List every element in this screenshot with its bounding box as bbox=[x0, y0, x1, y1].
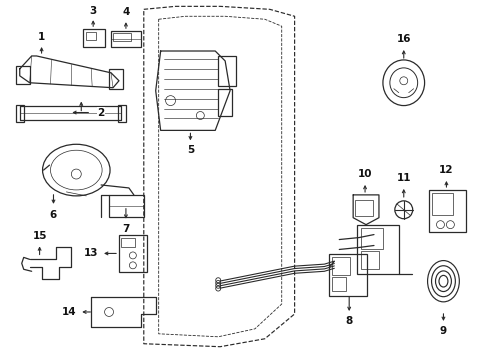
Bar bbox=[332, 277, 346, 291]
Bar bbox=[427, 190, 466, 231]
Text: 14: 14 bbox=[62, 307, 77, 317]
Bar bbox=[332, 257, 349, 275]
Bar bbox=[16, 105, 24, 122]
Text: 1: 1 bbox=[38, 32, 45, 42]
Bar bbox=[119, 235, 146, 272]
Text: 3: 3 bbox=[89, 6, 97, 16]
Text: 7: 7 bbox=[122, 224, 129, 234]
Bar bbox=[356, 225, 398, 274]
Text: 5: 5 bbox=[186, 145, 194, 155]
Bar bbox=[111, 31, 141, 47]
Bar bbox=[328, 255, 366, 296]
Text: 16: 16 bbox=[396, 34, 410, 44]
Bar bbox=[113, 33, 131, 41]
Text: 12: 12 bbox=[438, 165, 453, 175]
Bar bbox=[83, 29, 105, 47]
Text: 11: 11 bbox=[396, 173, 410, 183]
Text: 4: 4 bbox=[122, 7, 129, 17]
Bar bbox=[360, 251, 378, 269]
Bar bbox=[109, 69, 122, 89]
Text: 8: 8 bbox=[345, 316, 352, 326]
Bar bbox=[360, 228, 382, 249]
Bar bbox=[86, 32, 96, 40]
Bar bbox=[431, 193, 452, 215]
Text: 13: 13 bbox=[84, 248, 98, 258]
Bar bbox=[218, 89, 232, 117]
Bar bbox=[118, 105, 126, 122]
Text: 2: 2 bbox=[97, 108, 104, 117]
Bar bbox=[16, 66, 30, 84]
Text: 9: 9 bbox=[439, 326, 446, 336]
Text: 10: 10 bbox=[357, 169, 371, 179]
Bar bbox=[354, 200, 372, 216]
Bar bbox=[121, 238, 135, 247]
Bar bbox=[218, 56, 236, 86]
Bar bbox=[109, 195, 143, 217]
Text: 15: 15 bbox=[32, 230, 47, 240]
Text: 6: 6 bbox=[50, 210, 57, 220]
